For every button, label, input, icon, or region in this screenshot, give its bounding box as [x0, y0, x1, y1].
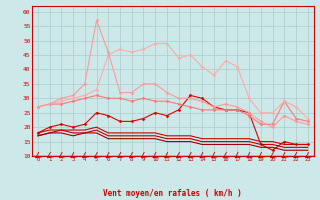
- Text: Vent moyen/en rafales ( km/h ): Vent moyen/en rafales ( km/h ): [103, 189, 242, 198]
